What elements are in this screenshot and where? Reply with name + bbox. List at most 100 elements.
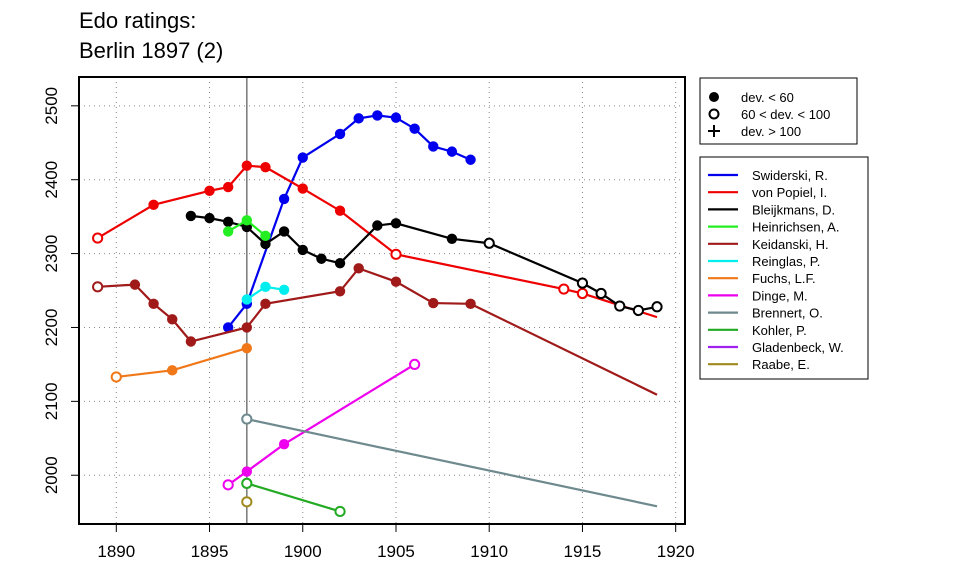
axes: 1890 1895 1900 1905 1910 1915 1920 2000 2100 2200… (42, 87, 695, 561)
data-point (241, 215, 253, 226)
data-point (428, 297, 439, 309)
data-point (222, 216, 234, 228)
data-point (334, 128, 346, 140)
data-point (241, 342, 253, 354)
series-legend-label: Gladenbeck, W. (752, 340, 844, 355)
series-legend-box (699, 156, 869, 380)
x-tick-label: 1915 (564, 542, 602, 561)
series-legend-label: Brennert, O. (752, 306, 823, 321)
data-point (297, 152, 308, 163)
data-point (148, 298, 159, 310)
legend-symbol-filled-circle (709, 92, 719, 102)
series-swiderski-r (222, 110, 476, 333)
series-line (246, 418, 658, 508)
data-point (576, 277, 589, 289)
series-legend-label: Bleijkmans, D. (752, 202, 835, 217)
series-legend-label: Reinglas, P. (752, 254, 820, 269)
data-point (241, 413, 253, 425)
series-brennert-o (241, 413, 658, 508)
data-point (576, 287, 589, 300)
data-point (334, 257, 346, 269)
data-point (278, 193, 290, 205)
data-point (316, 253, 327, 264)
data-point (260, 238, 271, 250)
data-point (372, 110, 383, 121)
series-legend-label: Keidanski, H. (752, 237, 829, 252)
y-tick-label: 2200 (42, 309, 61, 347)
x-tick-label: 1920 (657, 542, 695, 561)
y-tick-label: 2300 (42, 235, 61, 273)
data-point (129, 279, 141, 290)
legend-symbol-open-circle (708, 108, 720, 120)
y-tick-label: 2400 (42, 161, 61, 199)
data-point (222, 181, 234, 193)
data-point (92, 281, 104, 293)
data-point (167, 365, 178, 376)
series-reinglas-p (241, 281, 290, 305)
x-tick-label: 1890 (97, 542, 135, 561)
y-tick-label: 2000 (42, 456, 61, 494)
marker-legend-box (699, 77, 858, 145)
series-legend-label: Heinrichsen, A. (752, 220, 839, 235)
data-point (167, 314, 178, 325)
data-point (614, 300, 626, 312)
series-line (97, 164, 658, 319)
data-point (222, 322, 234, 333)
data-point (446, 146, 458, 157)
data-point (651, 301, 663, 313)
data-point (297, 244, 308, 256)
data-point (428, 141, 439, 152)
grid-lines (79, 77, 685, 524)
plot-frame (78, 76, 686, 525)
series-legend: Swiderski, R. von Popiel, I. Bleijkmans, D… (699, 156, 869, 380)
data-point (390, 276, 402, 287)
series-heinrichsen-a (222, 215, 271, 242)
y-tick-label: 2500 (42, 87, 61, 125)
series-legend-label: Swiderski, R. (752, 168, 828, 183)
data-point (241, 477, 253, 489)
series-legend-label: von Popiel, I. (752, 185, 827, 200)
data-point (446, 233, 458, 245)
data-point (260, 161, 271, 173)
data-point (632, 304, 644, 317)
x-tick-label: 1905 (377, 542, 415, 561)
data-point (334, 205, 346, 216)
data-point (260, 281, 271, 293)
data-point (390, 218, 402, 229)
x-tick-label: 1900 (284, 542, 322, 561)
data-point (222, 226, 234, 237)
x-tick-label: 1910 (470, 542, 508, 561)
data-point (260, 230, 271, 242)
data-point (372, 220, 383, 231)
data-point (278, 439, 290, 450)
data-point (204, 212, 215, 224)
series-group (92, 110, 663, 518)
data-point (390, 248, 402, 260)
data-point (409, 123, 420, 134)
series-line (246, 482, 341, 513)
data-point (390, 112, 402, 123)
series-kohler-p (241, 477, 346, 518)
data-point (409, 358, 421, 371)
data-point (278, 226, 290, 237)
data-point (483, 237, 495, 249)
series-raabe-e (241, 496, 253, 508)
data-point (185, 210, 197, 222)
series-line (116, 347, 248, 379)
marker-legend-label: 60 < dev. < 100 (741, 107, 830, 122)
series-line (97, 267, 658, 396)
chart-title-line-2: Berlin 1897 (2) (79, 38, 224, 63)
x-tick-label: 1895 (191, 542, 229, 561)
chart-title: Edo ratings: Berlin 1897 (2) (79, 6, 223, 66)
data-point (110, 371, 122, 383)
data-point (334, 505, 346, 518)
marker-legend: dev. < 60 60 < dev. < 100 dev. > 100 (699, 77, 858, 145)
data-point (222, 479, 234, 491)
data-point (465, 298, 476, 310)
data-point (353, 263, 364, 274)
data-point (204, 185, 215, 196)
series-line (227, 363, 416, 486)
y-tick-label: 2100 (42, 382, 61, 420)
data-point (260, 298, 271, 310)
